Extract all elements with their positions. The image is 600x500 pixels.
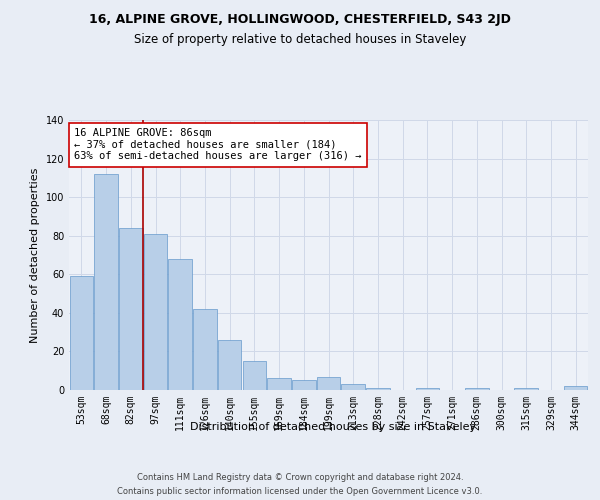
Text: Contains public sector information licensed under the Open Government Licence v3: Contains public sector information licen…	[118, 488, 482, 496]
Text: Size of property relative to detached houses in Staveley: Size of property relative to detached ho…	[134, 32, 466, 46]
Bar	[514, 388, 538, 390]
Bar	[341, 384, 365, 390]
Bar	[564, 386, 587, 390]
Bar	[94, 174, 118, 390]
Bar	[144, 234, 167, 390]
Text: Contains HM Land Registry data © Crown copyright and database right 2024.: Contains HM Land Registry data © Crown c…	[137, 472, 463, 482]
Bar	[119, 228, 143, 390]
Bar	[193, 309, 217, 390]
Bar	[465, 388, 488, 390]
Bar	[169, 259, 192, 390]
Bar	[416, 388, 439, 390]
Bar	[242, 361, 266, 390]
Text: 16, ALPINE GROVE, HOLLINGWOOD, CHESTERFIELD, S43 2JD: 16, ALPINE GROVE, HOLLINGWOOD, CHESTERFI…	[89, 12, 511, 26]
Bar	[317, 376, 340, 390]
Bar	[70, 276, 93, 390]
Y-axis label: Number of detached properties: Number of detached properties	[30, 168, 40, 342]
Text: Distribution of detached houses by size in Staveley: Distribution of detached houses by size …	[190, 422, 476, 432]
Bar	[218, 340, 241, 390]
Bar	[292, 380, 316, 390]
Bar	[268, 378, 291, 390]
Bar	[366, 388, 389, 390]
Text: 16 ALPINE GROVE: 86sqm
← 37% of detached houses are smaller (184)
63% of semi-de: 16 ALPINE GROVE: 86sqm ← 37% of detached…	[74, 128, 362, 162]
